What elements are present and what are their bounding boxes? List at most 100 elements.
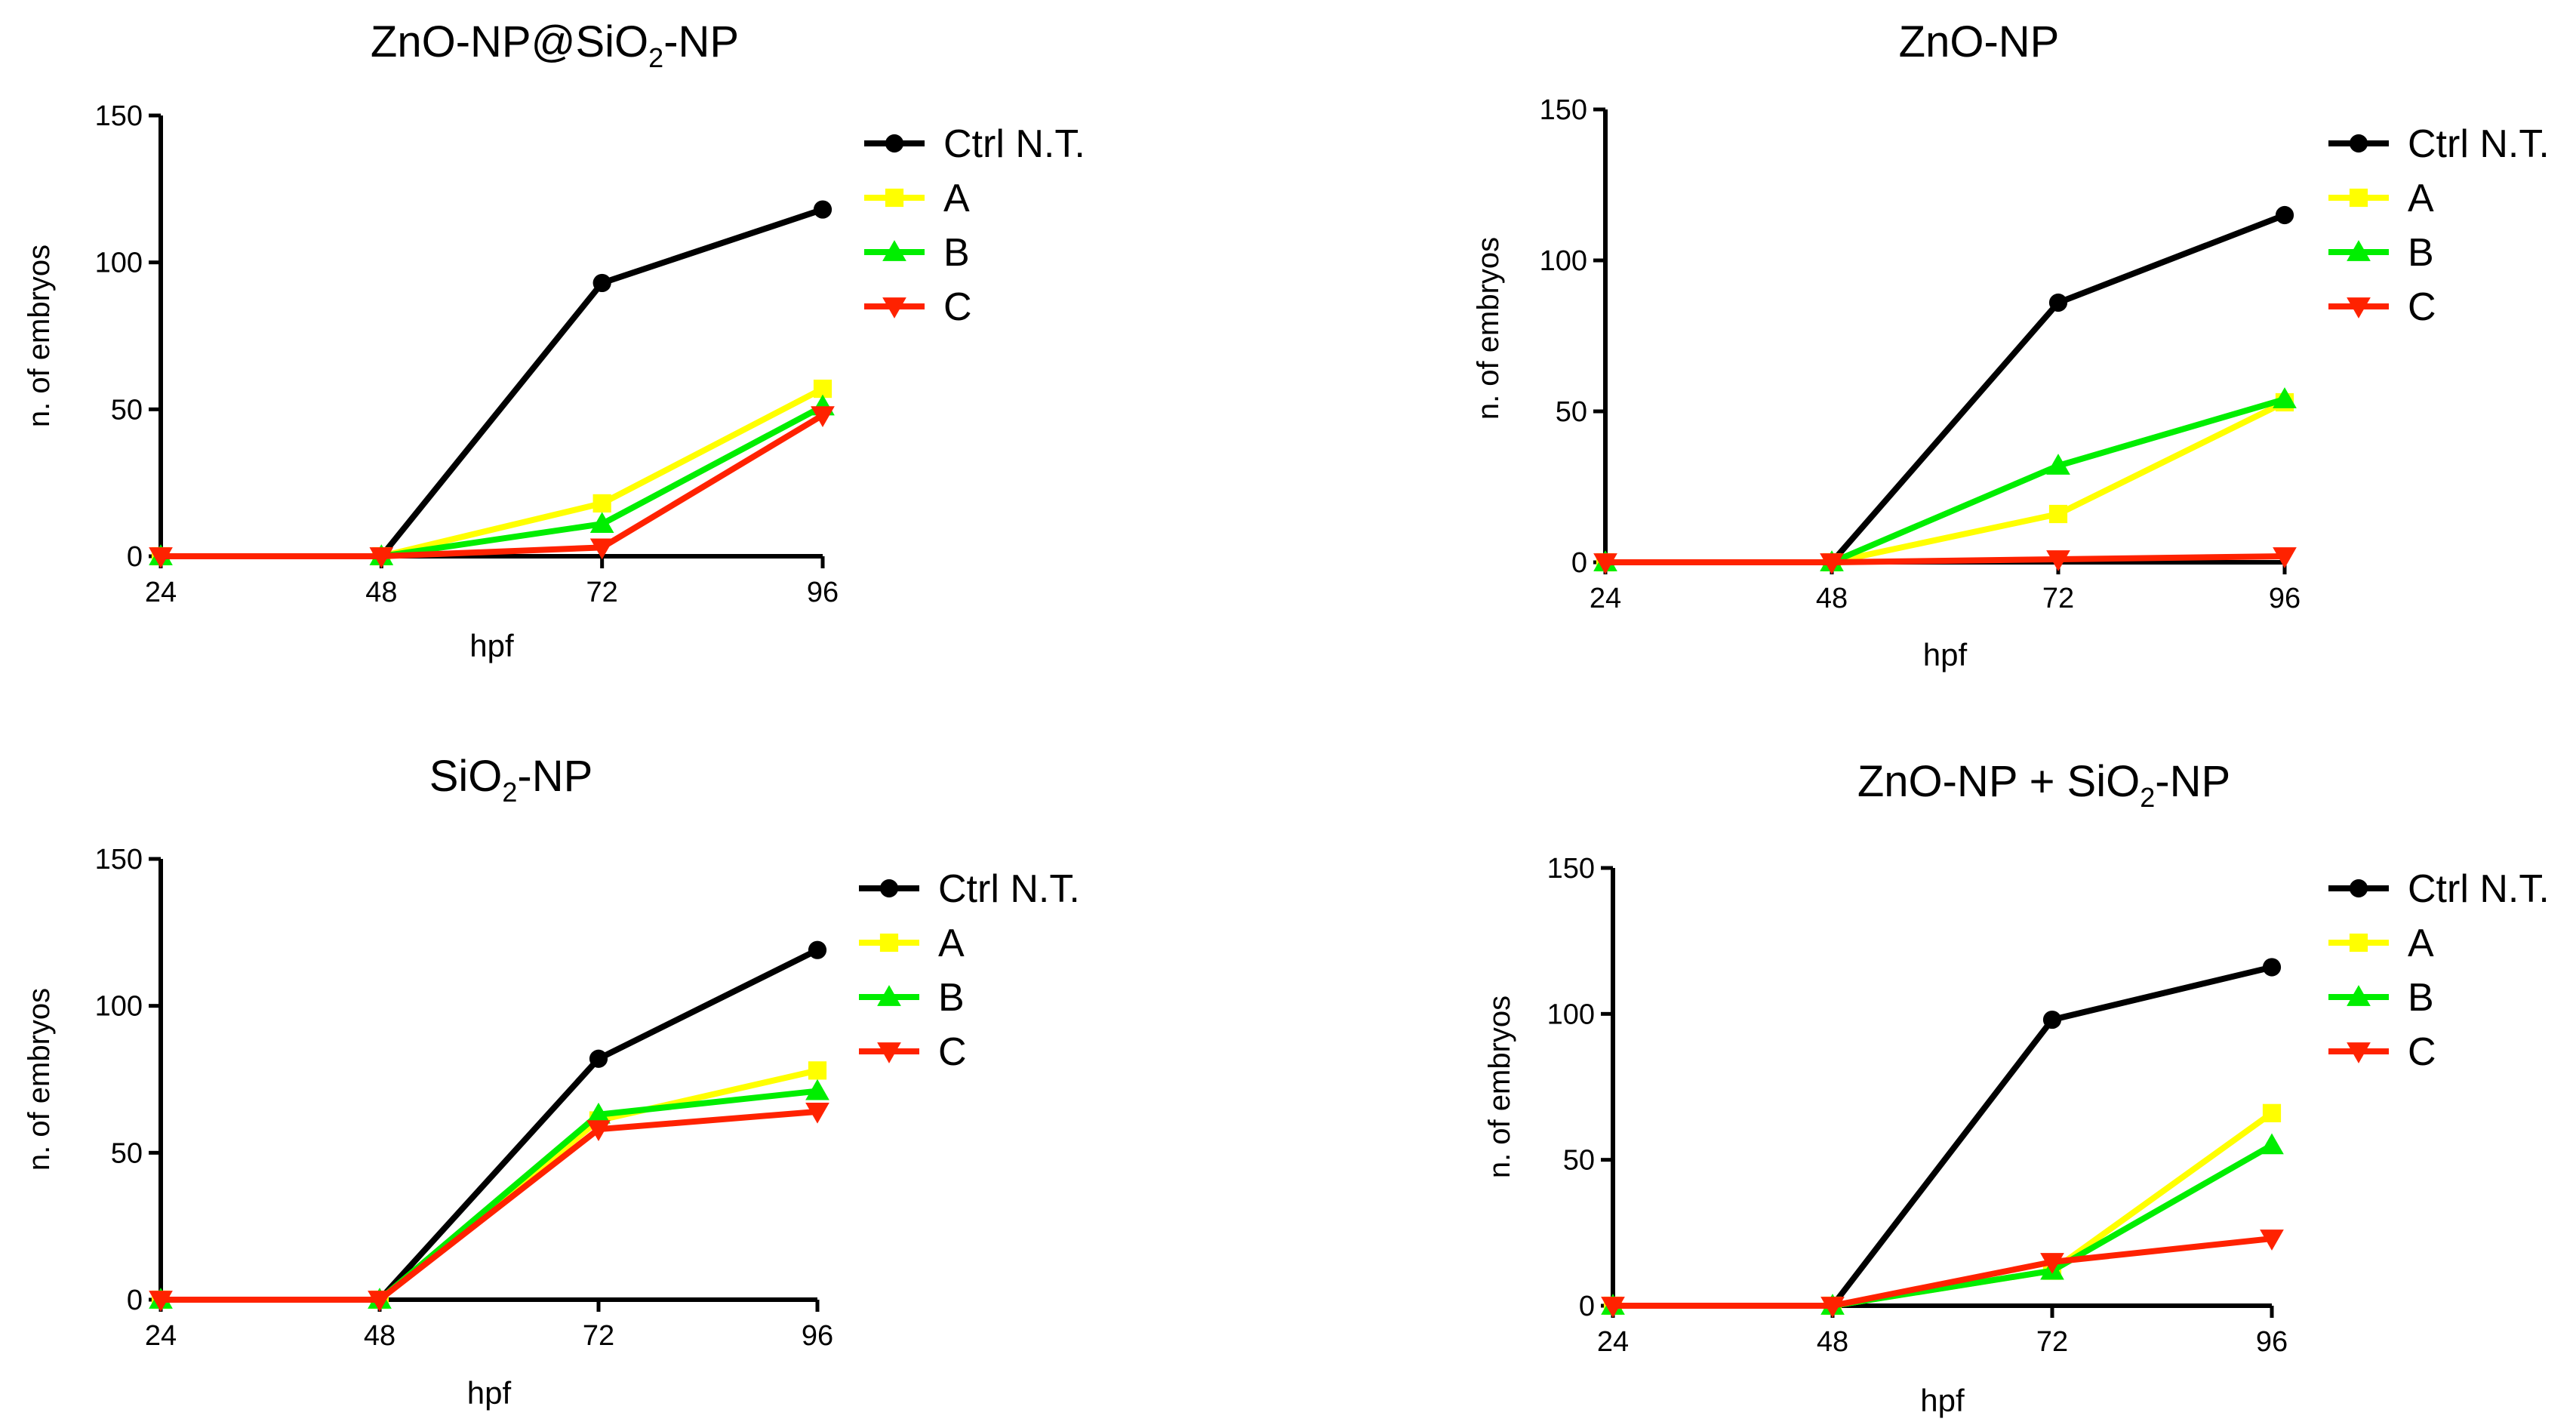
data-point	[808, 940, 827, 959]
data-point	[2262, 958, 2282, 977]
chart-panel-2: ZnO-NP 0 50 100 150 24 48 72 96 hpf n. of embryos C…	[1472, 17, 2550, 672]
legend-marker	[2349, 134, 2368, 153]
legend-label: A	[2408, 177, 2434, 220]
legend-entry: A	[864, 177, 970, 220]
legend-entry: Ctrl N.T.	[859, 867, 1080, 911]
data-point	[813, 200, 833, 219]
data-point	[808, 1061, 827, 1080]
series-b	[1593, 387, 2297, 571]
y-tick-label: 50	[111, 1137, 143, 1169]
y-tick-label: 150	[1540, 94, 1587, 126]
series-c	[149, 1102, 829, 1312]
y-tick-label: 0	[127, 1285, 143, 1316]
series-line	[161, 1067, 818, 1303]
series-line	[161, 403, 824, 559]
chart-title-main: ZnO-NP	[1899, 17, 2060, 66]
data-point	[1601, 1297, 1625, 1318]
data-point	[1820, 553, 1844, 574]
legend-entry: C	[864, 285, 972, 329]
x-tick-label: 24	[145, 1320, 177, 1352]
y-axis-label: n. of embryos	[1472, 237, 1505, 420]
series-line	[1605, 553, 2285, 565]
y-tick-label: 50	[111, 394, 143, 426]
legend-marker	[2347, 240, 2371, 261]
legend-marker	[877, 1042, 901, 1063]
data-point	[2048, 293, 2068, 312]
legend-label: A	[943, 177, 970, 220]
legend-entry: C	[2328, 1030, 2436, 1074]
chart-title-main: ZnO-NP + SiO	[1857, 757, 2140, 806]
chart-title-main: ZnO-NP@SiO	[371, 17, 648, 66]
series-line	[161, 947, 819, 1303]
legend-marker	[2349, 188, 2368, 208]
legend-marker	[879, 933, 899, 953]
x-tick-label: 72	[2042, 583, 2074, 614]
data-point	[369, 547, 394, 568]
data-point	[2040, 1253, 2064, 1274]
x-tick-label: 48	[1816, 583, 1848, 614]
x-tick-label: 72	[586, 577, 618, 608]
chart-title: ZnO-NP + SiO2-NP	[1857, 757, 2230, 813]
legend-marker	[2349, 879, 2368, 898]
data-point	[2275, 205, 2294, 225]
data-point	[811, 406, 835, 427]
legend-entry: Ctrl N.T.	[2328, 867, 2550, 911]
data-point	[2260, 1133, 2284, 1155]
series-line	[1605, 212, 2286, 565]
data-point	[592, 494, 611, 513]
data-point	[589, 512, 614, 534]
legend-marker	[882, 240, 906, 261]
y-tick-label: 100	[95, 991, 143, 1023]
legend-entry: A	[859, 922, 965, 965]
data-point	[149, 547, 173, 568]
x-axis-label: hpf	[469, 628, 514, 663]
data-point	[586, 1120, 611, 1142]
data-point	[805, 1079, 829, 1100]
chart-title: SiO2-NP	[429, 752, 593, 808]
series-b	[149, 1079, 829, 1309]
data-point	[1593, 553, 1617, 574]
legend-label: C	[943, 285, 972, 329]
series-ctrl-n-t	[151, 940, 827, 1310]
chart-panel-3: SiO2-NP 0 50 100 150 24 48 72 96 hpf n. of embryos…	[23, 752, 1080, 1411]
legend-label: Ctrl N.T.	[938, 867, 1080, 911]
series-c	[1601, 1229, 2284, 1318]
legend-label: A	[938, 922, 965, 965]
chart-panel-4: ZnO-NP + SiO2-NP 0 50 100 150 24 48 72 96 hpf n. o…	[1483, 757, 2550, 1418]
legend: Ctrl N.T. ABC	[864, 122, 1085, 329]
data-point	[2262, 1103, 2282, 1122]
series-line	[1613, 1236, 2273, 1309]
chart-title: ZnO-NP	[1899, 17, 2060, 66]
series-ctrl-n-t	[1603, 958, 2282, 1316]
series-line	[1613, 964, 2273, 1309]
data-point	[368, 1291, 392, 1312]
legend-label: C	[938, 1030, 967, 1074]
legend-label: Ctrl N.T.	[2408, 122, 2550, 166]
y-tick-label: 50	[1556, 396, 1587, 428]
legend-marker	[2347, 297, 2371, 319]
legend-entry: B	[2328, 976, 2434, 1020]
legend-label: C	[2408, 1030, 2436, 1074]
data-point	[2273, 387, 2297, 408]
y-tick-label: 100	[95, 248, 143, 279]
x-tick-label: 72	[2036, 1326, 2068, 1358]
series-a	[1596, 392, 2294, 572]
y-tick-label: 100	[1547, 999, 1595, 1030]
chart-title-main: SiO	[429, 752, 503, 801]
legend: Ctrl N.T. ABC	[2328, 122, 2550, 329]
data-point	[2042, 1010, 2062, 1029]
legend-label: Ctrl N.T.	[943, 122, 1085, 166]
y-tick-label: 150	[95, 844, 143, 876]
series-line	[161, 412, 825, 559]
y-tick-label: 0	[127, 541, 143, 573]
chart-title-subscript: 2	[2140, 782, 2155, 813]
legend-entry: B	[859, 976, 965, 1020]
legend-entry: C	[2328, 285, 2436, 329]
y-axis-label: n. of embryos	[23, 988, 56, 1171]
legend-label: B	[938, 976, 965, 1020]
legend-entry: A	[2328, 177, 2434, 220]
legend-marker	[2349, 933, 2368, 953]
data-point	[2048, 504, 2068, 524]
y-axis-label: n. of embryos	[1483, 996, 1516, 1178]
